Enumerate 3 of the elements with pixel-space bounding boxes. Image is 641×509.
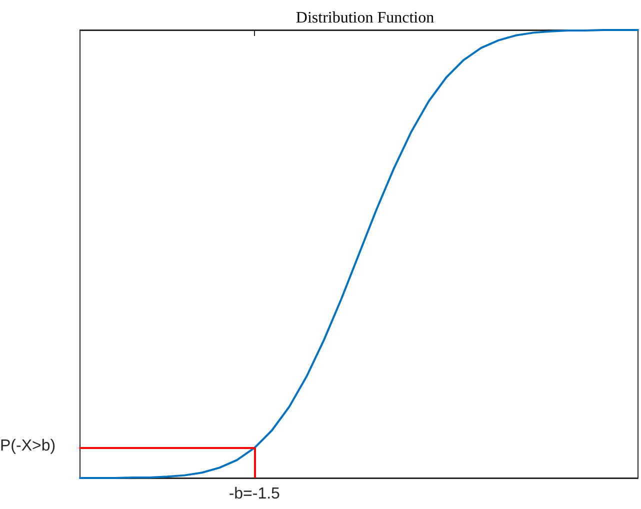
text: -b=-1.5 [228, 486, 280, 502]
chart-title: Distribution Function [296, 10, 434, 26]
text: P(-X>b) [0, 437, 56, 454]
